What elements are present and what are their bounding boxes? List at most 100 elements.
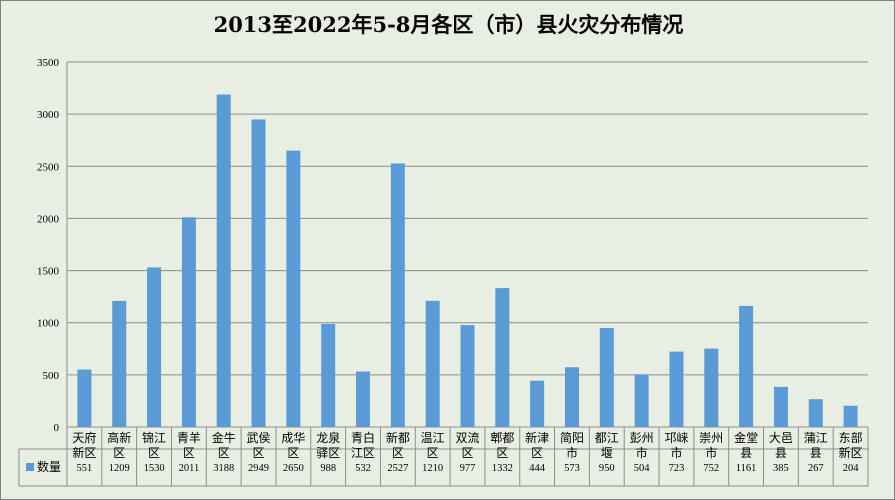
y-tick-label: 2000 <box>37 213 60 225</box>
category-label: 崇州 <box>699 431 723 445</box>
category-label: 区 <box>427 446 439 460</box>
data-value-label: 3188 <box>213 463 234 474</box>
category-label: 东部 <box>839 430 863 445</box>
category-label: 区 <box>218 446 230 460</box>
category-label: 县 <box>775 446 787 460</box>
category-label: 市 <box>636 445 648 460</box>
legend-swatch <box>26 463 34 471</box>
y-tick-label: 2500 <box>37 161 60 173</box>
data-value-label: 385 <box>773 463 789 474</box>
category-label: 新区 <box>839 445 863 460</box>
category-label: 市 <box>566 445 578 460</box>
bar <box>564 367 579 427</box>
chart-title: 2013至2022年5-8月各区（市）县火灾分布情况 <box>213 12 684 37</box>
data-value-label: 1332 <box>492 463 513 474</box>
y-tick-label: 1000 <box>37 318 60 330</box>
bar <box>808 399 823 427</box>
category-label: 新津 <box>525 430 549 445</box>
data-value-label: 723 <box>669 463 685 474</box>
category-label: 青白 <box>351 430 375 445</box>
data-value-label: 573 <box>564 463 580 474</box>
bar <box>773 386 788 427</box>
category-label: 锦江 <box>142 431 166 445</box>
category-label: 区 <box>113 446 125 460</box>
bar <box>147 267 162 427</box>
bar <box>495 288 510 427</box>
category-label: 江区 <box>351 446 375 460</box>
category-label: 新都 <box>386 430 410 445</box>
category-label: 温江 <box>421 431 445 445</box>
bar <box>739 305 754 427</box>
data-value-label: 1210 <box>422 463 443 474</box>
bar <box>216 94 231 427</box>
category-label: 金堂 <box>734 430 758 445</box>
bar <box>390 163 405 427</box>
data-value-label: 2011 <box>179 463 200 474</box>
category-label: 新区 <box>72 445 96 460</box>
y-tick-label: 3500 <box>37 57 60 69</box>
bar <box>356 371 371 427</box>
data-value-label: 977 <box>460 463 476 474</box>
category-label: 市 <box>670 445 682 460</box>
bar <box>286 150 301 427</box>
bar <box>669 351 684 427</box>
y-tick-label: 1500 <box>37 266 60 278</box>
category-label: 区 <box>287 446 299 460</box>
data-value-label: 1209 <box>109 463 130 474</box>
bar <box>599 327 614 427</box>
category-label: 市 <box>705 445 717 460</box>
bar <box>425 300 440 427</box>
data-value-label: 752 <box>703 463 719 474</box>
data-value-label: 988 <box>320 463 336 474</box>
category-label: 大邑 <box>769 431 793 445</box>
category-label: 区 <box>183 446 195 460</box>
data-value-label: 444 <box>529 463 546 474</box>
legend-label: 数量 <box>37 459 61 474</box>
bar <box>530 380 545 427</box>
category-label: 区 <box>496 446 508 460</box>
category-label: 区 <box>392 446 404 460</box>
category-label: 青羊 <box>177 430 201 445</box>
category-label: 双流 <box>455 431 479 445</box>
category-label: 彭州 <box>630 431 654 445</box>
category-label: 武侯 <box>247 431 271 445</box>
category-label: 邛崃 <box>664 431 688 445</box>
bar <box>112 300 127 427</box>
bar <box>181 217 196 427</box>
bar <box>843 405 858 427</box>
data-value-label: 950 <box>599 463 615 474</box>
bar <box>77 369 92 427</box>
bar <box>321 323 336 427</box>
category-label: 龙泉 <box>316 431 340 445</box>
category-label: 区 <box>531 446 543 460</box>
category-label: 高新 <box>107 430 131 445</box>
y-tick-label: 0 <box>54 422 60 434</box>
bar <box>460 325 475 427</box>
bar <box>251 119 266 427</box>
category-label: 区 <box>253 446 265 460</box>
data-value-label: 551 <box>77 463 93 474</box>
y-tick-label: 500 <box>43 370 60 382</box>
category-label: 金牛 <box>212 430 236 445</box>
data-value-label: 1530 <box>144 463 165 474</box>
y-tick-label: 3000 <box>37 109 60 121</box>
category-label: 区 <box>461 446 473 460</box>
category-label: 驿区 <box>316 446 340 460</box>
data-value-label: 2949 <box>248 463 269 474</box>
bar <box>704 348 719 427</box>
category-label: 堰 <box>601 446 613 460</box>
category-label: 县 <box>810 446 822 460</box>
category-label: 区 <box>148 446 160 460</box>
data-value-label: 204 <box>843 463 860 474</box>
data-value-label: 504 <box>634 463 651 474</box>
category-label: 成华 <box>281 431 305 445</box>
category-label: 郫都 <box>490 430 514 445</box>
category-label: 简阳 <box>560 431 584 445</box>
bar <box>634 374 649 427</box>
data-value-label: 532 <box>355 463 371 474</box>
data-value-label: 267 <box>808 463 824 474</box>
category-label: 都江 <box>595 431 619 445</box>
data-value-label: 1161 <box>736 463 757 474</box>
category-label: 天府 <box>72 430 96 445</box>
